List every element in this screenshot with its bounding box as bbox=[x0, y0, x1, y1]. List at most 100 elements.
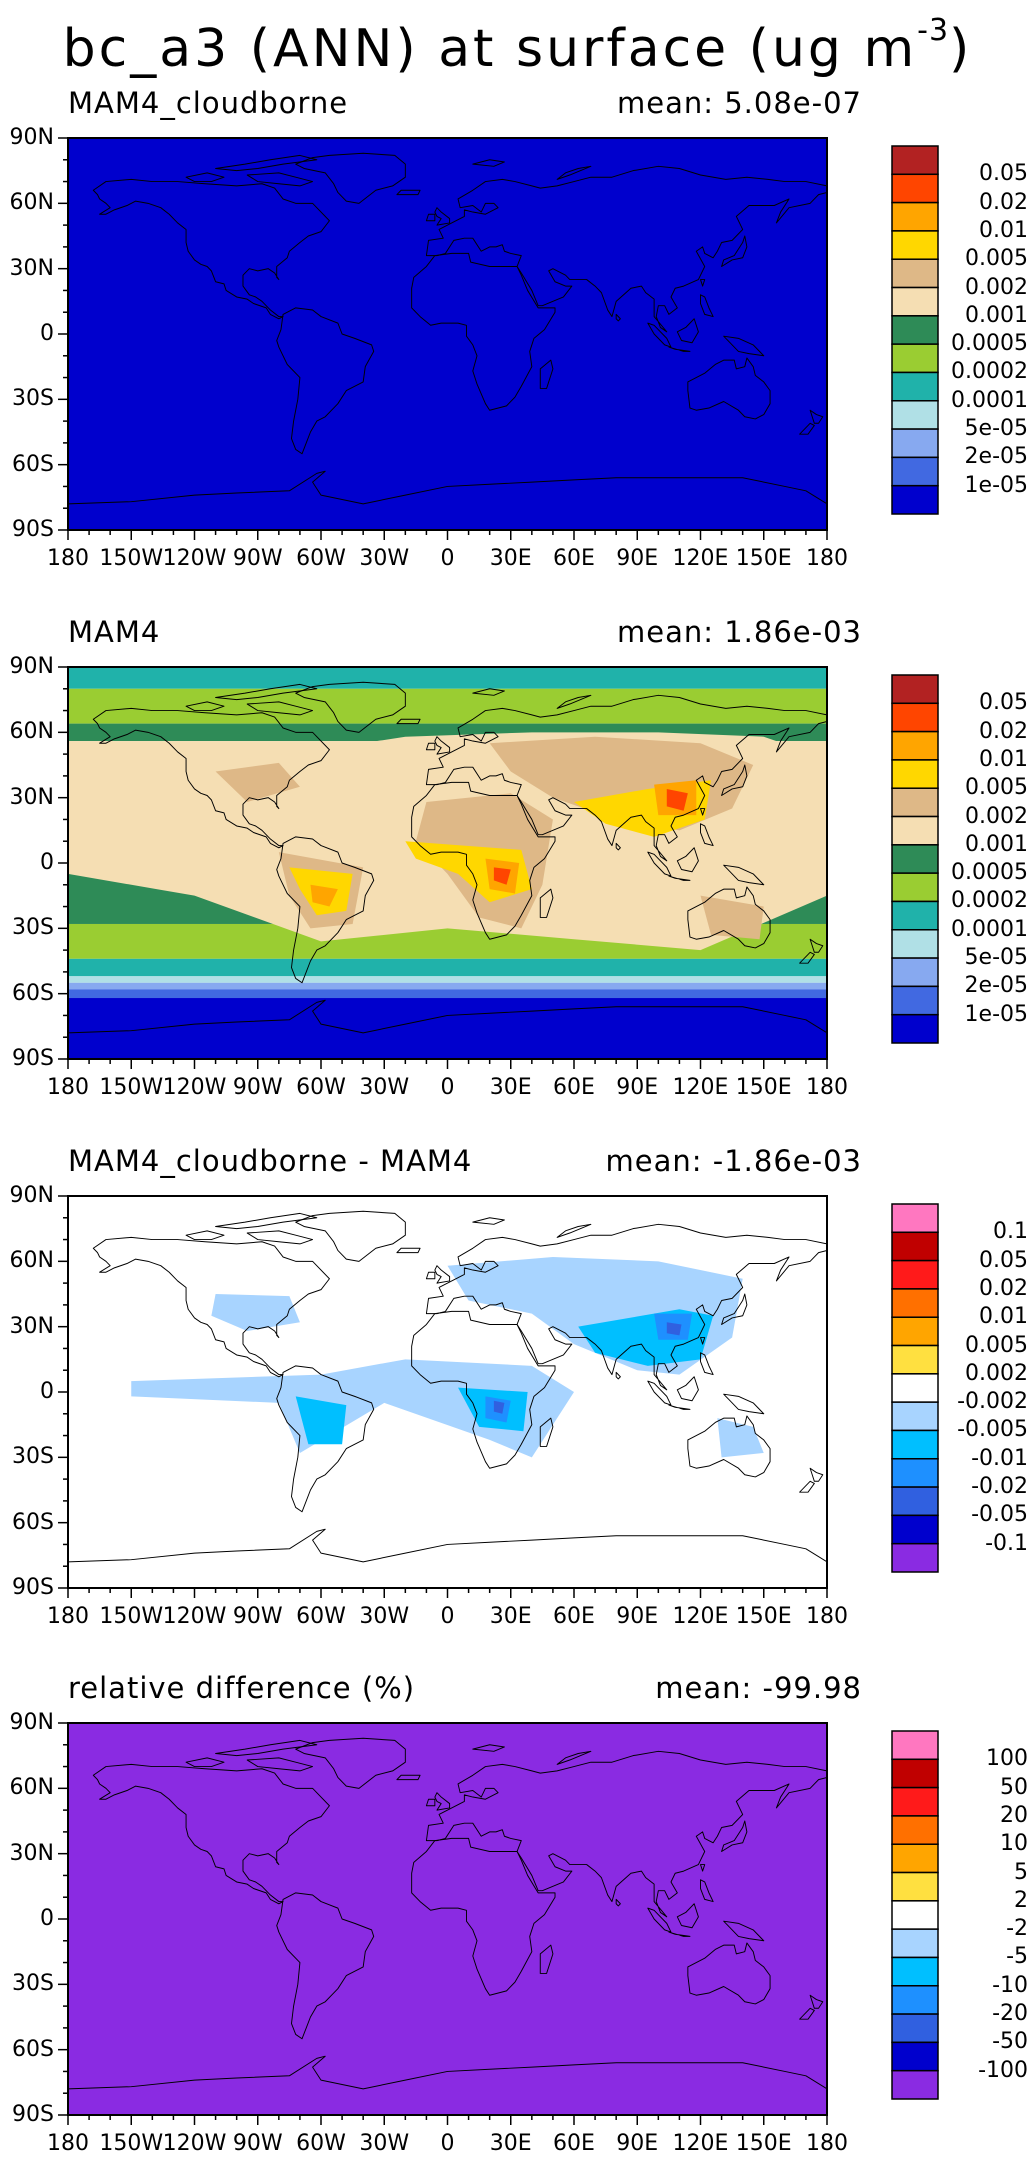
figure-title-exponent: -3 bbox=[917, 13, 950, 48]
difference-region bbox=[717, 1418, 764, 1458]
map-area bbox=[58, 666, 828, 1069]
colorbar-swatch bbox=[891, 872, 939, 903]
colorbar-swatch bbox=[891, 815, 939, 846]
lon-tick-label: 90W bbox=[232, 546, 283, 571]
lon-tick-label: 180 bbox=[806, 546, 848, 571]
lon-tick-label: 30E bbox=[489, 2131, 532, 2156]
colorbar-label: 0.001 bbox=[965, 831, 1028, 857]
colorbar-label: 0.0002 bbox=[951, 888, 1028, 914]
lat-tick-label: 0 bbox=[40, 1379, 54, 1404]
colorbar bbox=[891, 145, 939, 515]
map-area bbox=[58, 1722, 828, 2125]
map-panel bbox=[58, 666, 828, 1069]
colorbar-swatch bbox=[891, 985, 939, 1016]
colorbar-label: 0.0005 bbox=[951, 331, 1028, 357]
colorbar-label: 2 bbox=[1014, 1887, 1028, 1913]
lon-tick-label: 60E bbox=[553, 2131, 595, 2156]
lat-tick-label: 90N bbox=[9, 654, 54, 679]
colorbar bbox=[891, 1730, 939, 2100]
lat-tick-label: 60N bbox=[9, 719, 54, 745]
lat-tick-label: 60S bbox=[12, 1509, 54, 1535]
lat-tick-label: 30N bbox=[9, 1840, 54, 1866]
difference-region bbox=[493, 1400, 505, 1414]
colorbar-label: -0.02 bbox=[971, 1474, 1028, 1500]
lon-tick-label: 90W bbox=[232, 1604, 283, 1629]
lon-tick-label: 30E bbox=[489, 1604, 532, 1629]
concentration-region bbox=[493, 867, 511, 885]
colorbar-swatch bbox=[891, 674, 939, 705]
map-panel bbox=[58, 137, 828, 540]
lat-tick-label: 0 bbox=[40, 850, 54, 875]
colorbar-swatch bbox=[891, 484, 939, 515]
difference-region bbox=[666, 1322, 682, 1336]
lon-tick-label: 90E bbox=[616, 1075, 659, 1100]
colorbar-label: 0.002 bbox=[965, 803, 1028, 829]
colorbar-label: 0.001 bbox=[965, 302, 1028, 328]
lon-tick-label: 0 bbox=[440, 1604, 455, 1629]
lat-tick-label: 90S bbox=[12, 2102, 54, 2127]
colorbar-label: 0.01 bbox=[979, 217, 1028, 243]
colorbar-swatch bbox=[891, 1401, 939, 1432]
colorbar-label: -20 bbox=[992, 2001, 1028, 2027]
panel-mean: mean: 5.08e-07 bbox=[616, 86, 862, 120]
colorbar-swatch bbox=[891, 456, 939, 487]
lon-tick-label: 30W bbox=[359, 1604, 410, 1629]
colorbar-label: 5e-05 bbox=[964, 945, 1028, 971]
colorbar-label: 10 bbox=[1000, 1831, 1028, 1857]
concentration-band bbox=[68, 982, 827, 990]
concentration-regions bbox=[68, 732, 827, 951]
lon-tick-label: 0 bbox=[440, 1075, 455, 1100]
colorbar bbox=[891, 1203, 939, 1573]
lon-tick-label: 60E bbox=[553, 1604, 595, 1629]
map-panel bbox=[58, 1722, 828, 2125]
lat-tick-label: 90S bbox=[12, 1575, 54, 1600]
colorbar-label: 100 bbox=[986, 1746, 1028, 1772]
colorbar-swatch bbox=[891, 1758, 939, 1789]
figure-title-text: bc_a3 (ANN) at surface (ug m bbox=[62, 19, 918, 79]
colorbar-swatch bbox=[891, 371, 939, 402]
colorbar-swatch bbox=[891, 1514, 939, 1545]
colorbar-swatch bbox=[891, 230, 939, 260]
map-fill bbox=[68, 1196, 827, 1588]
lat-tick-label: 60N bbox=[9, 1248, 54, 1274]
colorbar-label: 0.02 bbox=[979, 189, 1028, 215]
colorbar-label: 0.005 bbox=[965, 246, 1028, 272]
colorbar-label: 0.002 bbox=[965, 274, 1028, 300]
colorbar-label: -0.1 bbox=[985, 1530, 1028, 1556]
colorbar-label: 0.02 bbox=[979, 718, 1028, 744]
lon-tick-label: 30E bbox=[489, 546, 532, 571]
map-area bbox=[58, 137, 828, 540]
colorbar-swatch bbox=[891, 787, 939, 818]
lon-tick-label: 60W bbox=[296, 546, 346, 571]
lat-tick-label: 0 bbox=[40, 321, 54, 346]
lon-tick-label: 150E bbox=[735, 2131, 792, 2156]
lat-tick-label: 90N bbox=[9, 125, 54, 150]
panel-mean: mean: 1.86e-03 bbox=[616, 615, 862, 649]
colorbar-swatch bbox=[891, 1900, 939, 1930]
lon-tick-label: 0 bbox=[440, 546, 455, 571]
lon-tick-label: 150W bbox=[99, 1075, 164, 1100]
lon-tick-label: 60E bbox=[553, 1075, 595, 1100]
lon-tick-label: 150W bbox=[99, 1604, 164, 1629]
lon-tick-label: 0 bbox=[440, 2131, 455, 2156]
colorbar-label: -0.002 bbox=[957, 1389, 1028, 1415]
colorbar-swatch bbox=[891, 929, 939, 959]
colorbar-label: 2e-05 bbox=[964, 444, 1028, 470]
colorbar-swatch bbox=[891, 343, 939, 374]
difference-region bbox=[415, 1322, 543, 1353]
lat-tick-label: 30N bbox=[9, 1313, 54, 1339]
colorbar-label: 0.0005 bbox=[951, 860, 1028, 886]
lon-tick-label: 180 bbox=[806, 2131, 848, 2156]
panel-title: MAM4_cloudborne - MAM4 bbox=[68, 1144, 473, 1178]
colorbar-swatch bbox=[891, 428, 939, 459]
lat-tick-label: 30S bbox=[12, 386, 54, 412]
lat-tick-label: 30N bbox=[9, 255, 54, 281]
lat-tick-label: 0 bbox=[40, 1906, 54, 1931]
panel-mean: mean: -99.98 bbox=[655, 1671, 862, 1705]
colorbar-swatch bbox=[891, 2041, 939, 2072]
lon-tick-label: 120W bbox=[162, 546, 227, 571]
lon-tick-label: 120E bbox=[672, 1604, 729, 1629]
colorbar-swatch bbox=[891, 1843, 939, 1874]
colorbar-swatch bbox=[891, 1429, 939, 1460]
lon-tick-label: 180 bbox=[47, 546, 89, 571]
